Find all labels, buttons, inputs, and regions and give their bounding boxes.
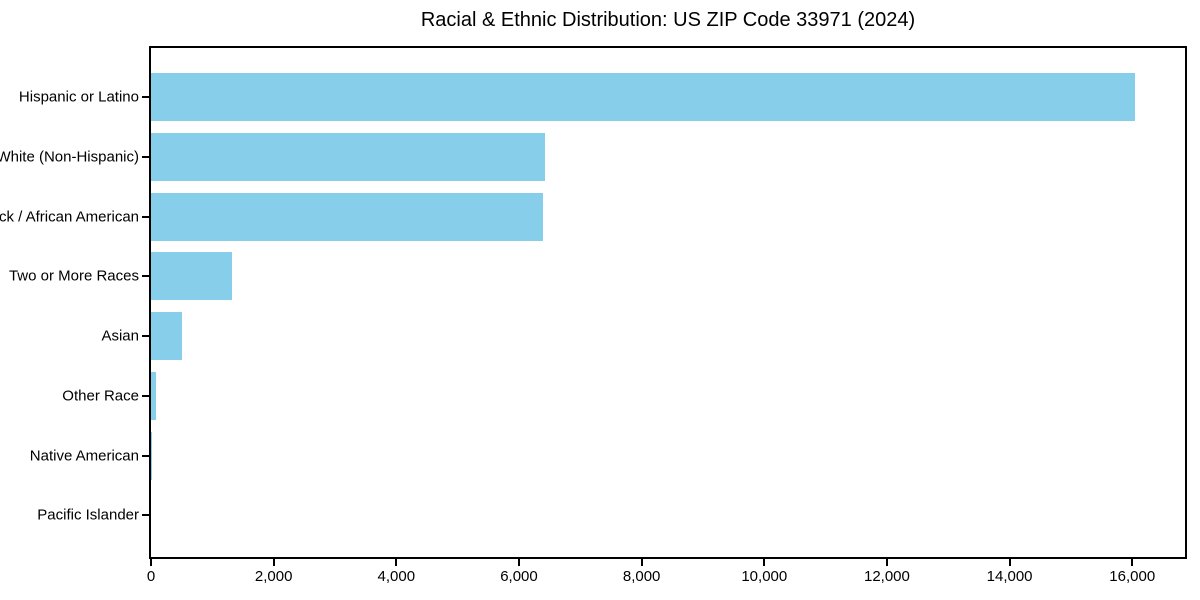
- x-axis: 0 2,000 4,000 6,000 8,000 10,000 12,000 14,000 1…: [147, 568, 1185, 592]
- y-tick-label: Asian: [101, 327, 139, 345]
- x-tick-label: 8,000: [622, 568, 661, 585]
- x-tick-mark: [763, 559, 766, 566]
- y-tick-mark: [142, 514, 149, 517]
- x-tick-label: 10,000: [741, 568, 788, 585]
- bar-hispanic-or-latino: [151, 73, 1136, 121]
- y-tick-mark: [142, 96, 149, 98]
- y-tick-mark: [142, 215, 149, 218]
- x-tick-mark: [1131, 559, 1134, 566]
- y-tick-label: Two or More Races: [8, 267, 139, 285]
- y-tick-mark: [142, 155, 149, 158]
- y-axis: Hispanic or Latino White (Non-Hispanic) Bl…: [0, 46, 139, 559]
- y-tick-mark: [142, 335, 149, 337]
- x-tick-mark: [272, 559, 275, 566]
- y-tick-label: Hispanic or Latino: [18, 88, 139, 106]
- x-tick-label: 6,000: [500, 568, 538, 585]
- y-tick-label: Black / African American: [0, 208, 139, 225]
- bar-two-or-more-races: [151, 252, 232, 301]
- x-tick-label: 14,000: [986, 568, 1033, 585]
- y-tick-mark: [142, 275, 149, 278]
- x-tick-mark: [150, 559, 152, 566]
- chart-title: Racial & Ethnic Distribution: US ZIP Cod…: [420, 9, 916, 31]
- y-tick-label: White (Non-Hispanic): [0, 148, 139, 166]
- x-tick-mark: [640, 559, 643, 566]
- bar-white-non-hispanic: [151, 132, 545, 181]
- x-tick-label: 0: [146, 568, 156, 585]
- x-tick-mark: [885, 559, 888, 566]
- x-tick-label: 12,000: [863, 568, 910, 585]
- y-tick-label: Other Race: [62, 387, 139, 405]
- plot-area: [149, 46, 1187, 559]
- x-tick-label: 16,000: [1109, 568, 1156, 585]
- bar-native-american: [151, 431, 153, 480]
- y-tick-label: Native American: [29, 447, 139, 464]
- x-tick-label: 2,000: [254, 568, 293, 585]
- x-tick-mark: [395, 559, 398, 566]
- bar-black-african-american: [151, 192, 543, 241]
- x-tick-mark: [1008, 559, 1011, 566]
- x-tick-mark: [517, 559, 520, 566]
- x-tick-label: 4,000: [377, 568, 416, 585]
- y-tick-mark: [142, 394, 149, 397]
- bar-other-race: [151, 371, 156, 420]
- y-tick-mark: [142, 454, 149, 457]
- y-tick-label: Pacific Islander: [37, 506, 139, 524]
- bar-asian: [151, 312, 182, 360]
